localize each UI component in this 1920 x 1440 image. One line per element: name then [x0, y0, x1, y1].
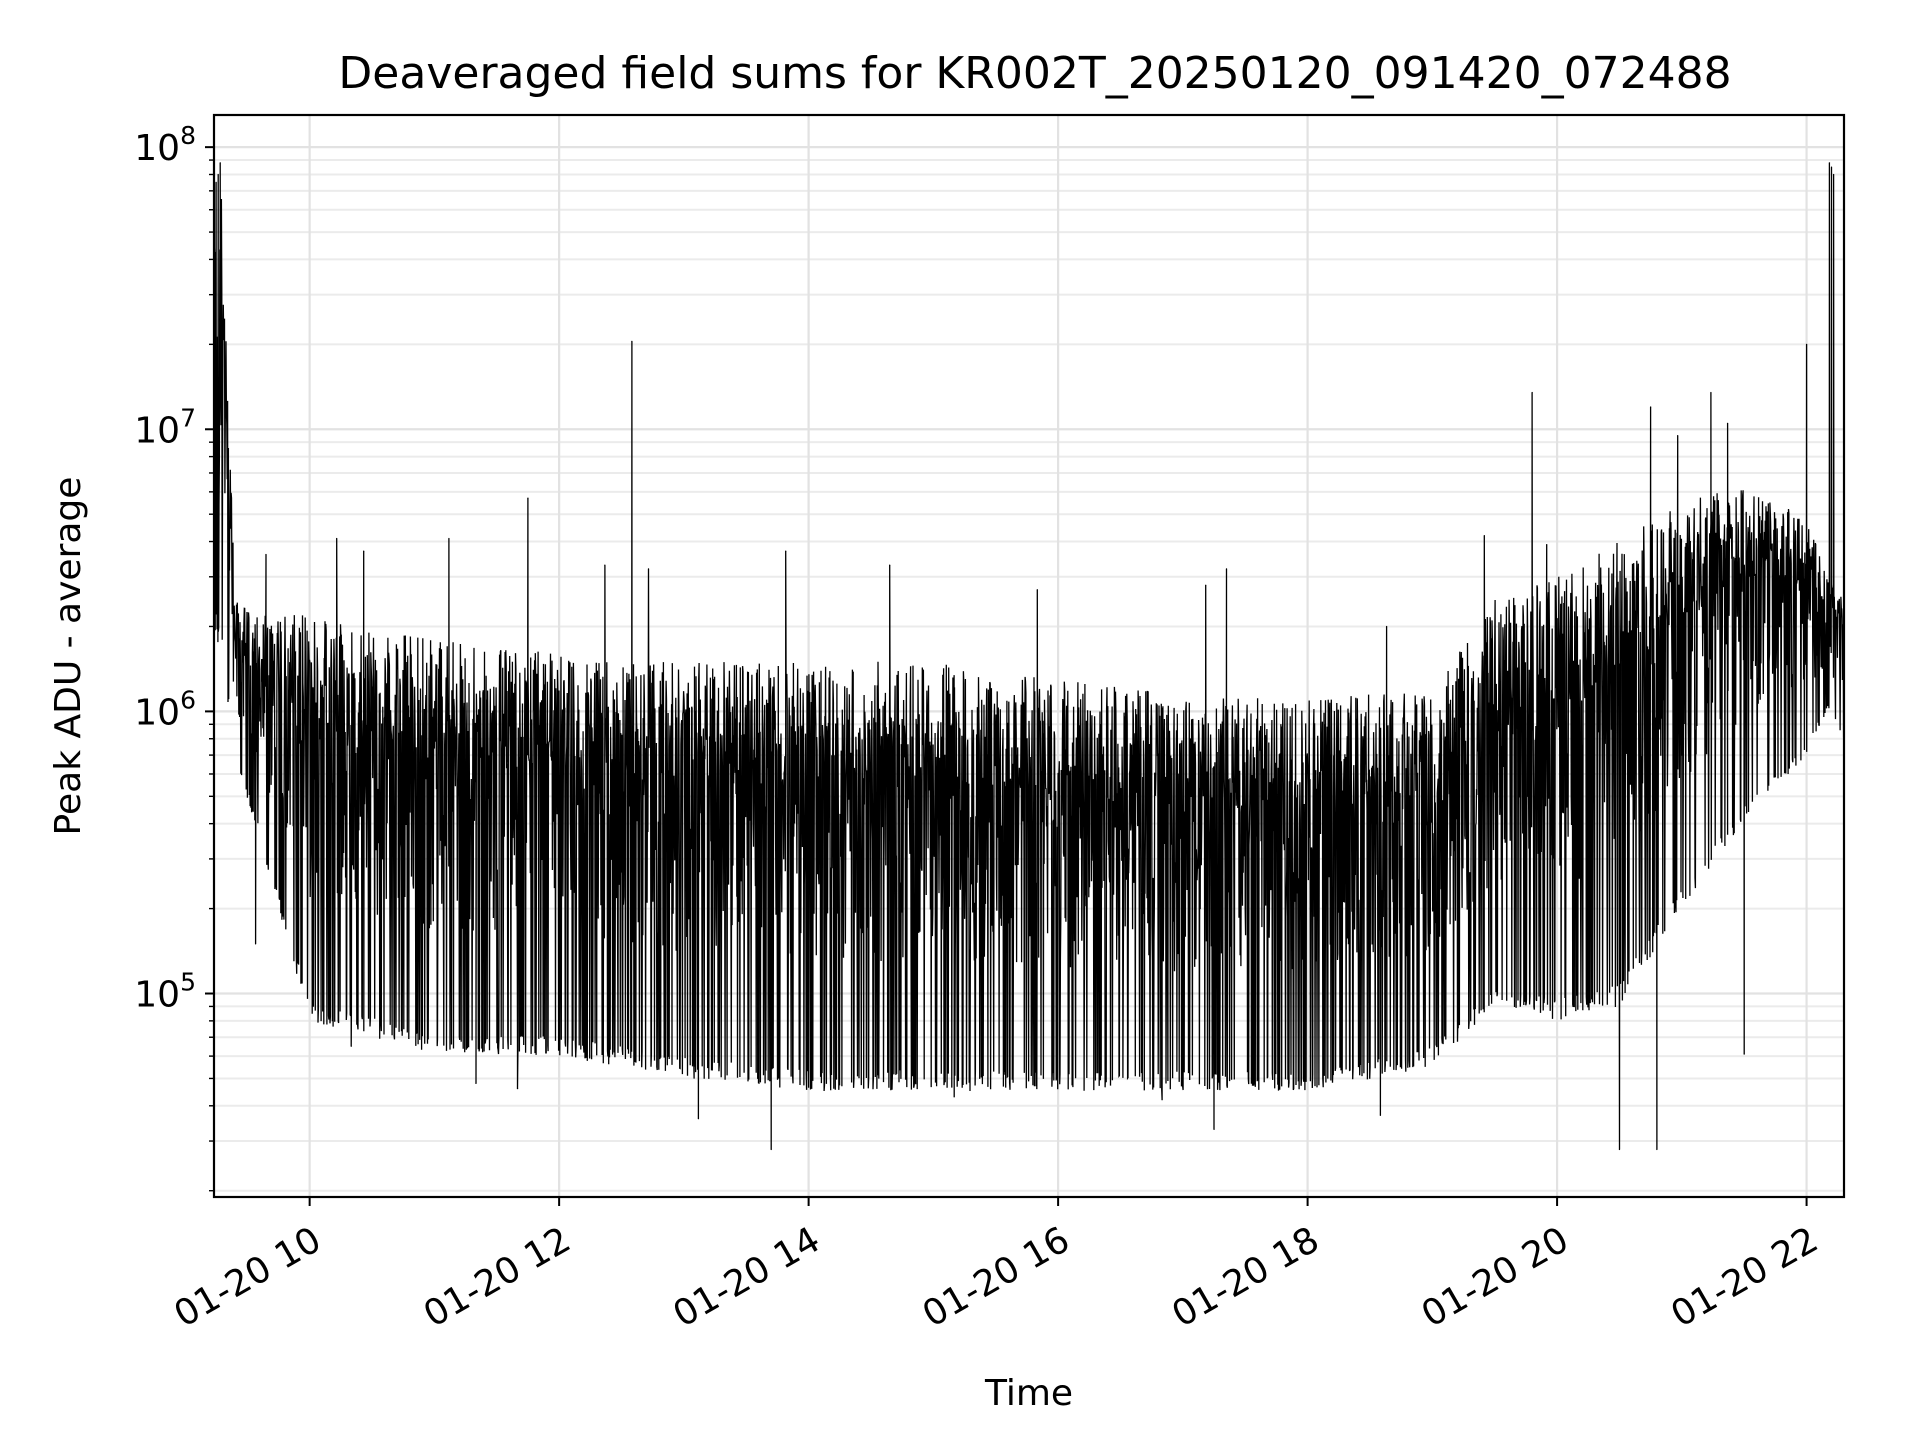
dip-point	[1743, 1053, 1745, 1055]
spike-point	[1531, 391, 1533, 394]
spike-point	[1036, 589, 1038, 591]
spike-point	[1225, 568, 1228, 570]
dip-point	[1656, 1148, 1658, 1151]
spike-point	[647, 568, 650, 570]
y-tick-label: 105	[134, 968, 196, 1016]
x-axis-label: Time	[984, 1373, 1073, 1414]
spike-point	[631, 340, 633, 342]
dip-point	[697, 1118, 700, 1120]
spike-point	[1833, 173, 1835, 176]
spike-point	[215, 181, 217, 183]
spike-point	[1546, 544, 1548, 546]
spike-point	[217, 173, 219, 176]
spike-point	[785, 550, 787, 552]
dip-point	[516, 1088, 519, 1090]
spike-point	[1710, 391, 1712, 394]
spike-point	[1386, 625, 1388, 628]
dip-point	[350, 1045, 352, 1047]
spike-point	[265, 553, 267, 556]
dip-point	[770, 1148, 772, 1151]
y-axis: 105 106 107 108	[134, 121, 214, 1192]
dip-point	[953, 1096, 955, 1098]
dip-point	[1213, 1128, 1215, 1130]
dip-point	[475, 1082, 477, 1085]
spike-point	[448, 537, 450, 540]
plot-frame	[212, 113, 1846, 1199]
spike-point	[219, 162, 221, 164]
y-tick-label: 107	[134, 403, 196, 451]
spike-point	[1483, 534, 1485, 537]
spike-point	[1650, 406, 1652, 408]
spike-point	[1828, 162, 1831, 164]
spike-point	[1830, 166, 1833, 168]
dip-point	[254, 943, 257, 945]
spike-point	[1726, 422, 1729, 424]
dip-point	[1379, 1114, 1381, 1116]
dip-point	[1161, 1099, 1163, 1101]
y-axis-label: Peak ADU - average	[48, 477, 89, 836]
y-tick-label: 108	[134, 121, 196, 169]
data-line	[213, 162, 1845, 1151]
spike-point	[336, 537, 338, 540]
dip-point	[1618, 1148, 1621, 1151]
spike-point	[1805, 343, 1808, 345]
spike-point	[889, 564, 891, 566]
spike-point	[1677, 434, 1679, 437]
series-line	[213, 162, 1845, 1150]
spike-point	[527, 497, 529, 499]
spike-point	[604, 564, 606, 566]
y-tick-label: 106	[134, 685, 196, 733]
chart-title: Deaveraged field sums for KR002T_2025012…	[338, 48, 1731, 99]
spike-point	[1205, 584, 1207, 586]
spike-point	[363, 550, 365, 552]
